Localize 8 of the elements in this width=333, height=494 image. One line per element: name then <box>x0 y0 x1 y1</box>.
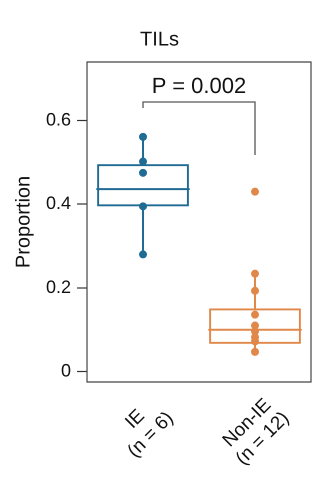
y-tick-label: 0 <box>61 360 72 381</box>
chart-title: TILs <box>140 28 179 51</box>
y-tick-label: 0.2 <box>46 276 72 297</box>
x-tick-label: IE (n = 6) <box>121 405 178 462</box>
y-axis-title: Proportion <box>12 176 35 268</box>
y-tick-label: 0.6 <box>46 110 72 130</box>
y-tick-label: 0.4 <box>46 193 72 214</box>
annotation: P = 0.002 <box>152 73 246 98</box>
